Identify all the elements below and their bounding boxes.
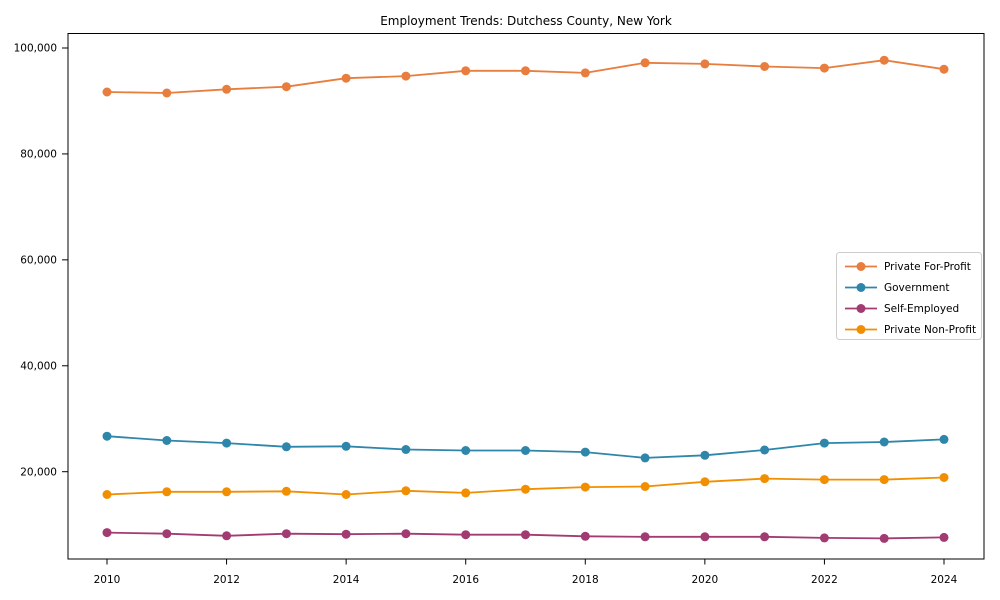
data-point-government (341, 441, 351, 451)
data-point-private-non-profit (341, 490, 351, 499)
legend-label-private-for-profit: Private For-Profit (884, 261, 971, 273)
data-point-government (401, 445, 411, 454)
x-tick-label: 2022 (811, 574, 838, 586)
legend-label-government: Government (884, 282, 949, 294)
chart-title: Employment Trends: Dutchess County, New … (380, 14, 672, 28)
data-point-private-for-profit (521, 66, 530, 76)
data-point-private-for-profit (939, 64, 949, 74)
x-tick-label: 2018 (572, 574, 599, 586)
x-tick-label: 2012 (213, 574, 240, 586)
data-point-private-for-profit (879, 55, 889, 65)
data-point-government (521, 446, 530, 455)
data-point-private-for-profit (700, 59, 710, 69)
data-point-self-employed (939, 532, 949, 542)
data-point-self-employed (640, 532, 650, 542)
data-point-government (461, 446, 471, 455)
data-point-private-for-profit (341, 73, 351, 83)
data-point-private-non-profit (700, 477, 710, 487)
data-point-government (879, 437, 889, 447)
data-point-private-non-profit (461, 488, 471, 498)
data-point-government (580, 447, 590, 457)
data-point-private-non-profit (760, 474, 770, 484)
data-point-private-non-profit (401, 486, 411, 496)
x-tick-label: 2010 (94, 574, 121, 586)
data-point-self-employed (879, 533, 889, 543)
data-point-private-non-profit (222, 487, 232, 497)
data-point-private-non-profit (819, 475, 829, 485)
legend-label-private-non-profit: Private Non-Profit (884, 324, 976, 336)
data-point-government (281, 442, 291, 452)
legend-swatch-marker-private-non-profit (856, 325, 866, 334)
data-point-government (760, 445, 770, 455)
legend-box (836, 252, 982, 340)
data-point-private-non-profit (521, 484, 530, 494)
data-point-government (162, 436, 172, 445)
data-point-private-for-profit (102, 87, 112, 97)
legend-swatch-marker-private-for-profit (856, 262, 866, 271)
data-point-government (102, 431, 112, 441)
data-point-self-employed (819, 533, 829, 543)
data-point-government (640, 453, 650, 463)
data-point-private-for-profit (162, 88, 172, 98)
x-tick-label: 2016 (452, 574, 479, 586)
x-tick-label: 2024 (931, 574, 958, 586)
data-point-self-employed (281, 529, 291, 539)
data-point-private-non-profit (102, 490, 112, 499)
data-point-private-for-profit (461, 66, 471, 76)
data-point-private-for-profit (640, 58, 650, 68)
y-tick-label: 100,000 (14, 43, 57, 55)
x-tick-label: 2020 (691, 574, 718, 586)
x-tick-label: 2014 (333, 574, 360, 586)
data-point-private-non-profit (162, 487, 172, 497)
data-point-private-non-profit (281, 486, 291, 496)
data-point-private-non-profit (580, 482, 590, 492)
data-point-private-non-profit (640, 482, 650, 491)
data-point-self-employed (222, 531, 232, 541)
y-tick-label: 60,000 (20, 255, 57, 267)
data-point-government (700, 450, 710, 460)
legend-swatch-marker-self-employed (856, 304, 866, 313)
data-point-self-employed (521, 530, 530, 540)
data-point-private-for-profit (760, 62, 770, 71)
data-point-self-employed (760, 532, 770, 542)
axes-box (67, 33, 985, 560)
data-point-private-for-profit (401, 71, 411, 81)
legend-swatch-marker-government (856, 283, 866, 292)
data-point-private-non-profit (879, 475, 889, 485)
data-point-self-employed (102, 528, 112, 538)
legend: Private For-Profit Government Self-Employe… (836, 252, 982, 340)
data-point-private-for-profit (819, 63, 829, 73)
data-point-self-employed (162, 529, 172, 539)
data-point-private-for-profit (222, 84, 232, 94)
data-point-private-non-profit (939, 473, 949, 482)
series-line-private-for-profit (106, 59, 945, 94)
data-point-self-employed (700, 532, 710, 542)
data-point-self-employed (580, 531, 590, 541)
data-point-government (819, 438, 829, 448)
y-tick-label: 20,000 (20, 466, 57, 478)
data-point-self-employed (401, 529, 411, 539)
data-point-private-for-profit (281, 82, 291, 92)
data-point-self-employed (461, 530, 471, 540)
data-point-self-employed (341, 529, 351, 539)
data-point-private-for-profit (580, 68, 590, 78)
data-point-government (939, 434, 949, 444)
y-tick-label: 40,000 (20, 360, 57, 372)
legend-label-self-employed: Self-Employed (884, 303, 959, 315)
y-tick-label: 80,000 (20, 149, 57, 161)
data-point-government (222, 438, 232, 448)
